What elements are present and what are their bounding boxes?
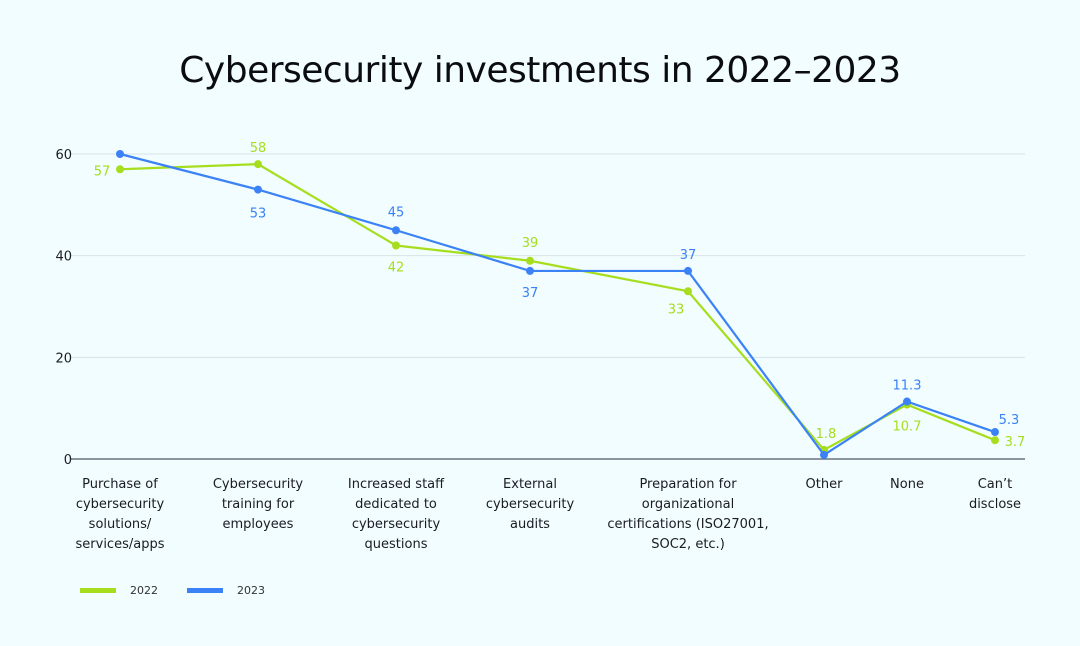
x-tick-label: Other (805, 477, 843, 492)
data-label-2022: 57 (94, 164, 111, 179)
data-label-2022: 10.7 (893, 420, 922, 435)
data-point-2022 (684, 287, 692, 296)
data-point-2023 (684, 266, 692, 275)
x-tick-label: Can’t disclose (968, 477, 1022, 512)
data-label-2023: 53 (250, 207, 267, 222)
data-label-2023: 45 (388, 205, 405, 220)
data-point-2022 (991, 436, 999, 445)
legend-swatch-2023 (187, 588, 223, 593)
y-tick-label: 40 (55, 250, 72, 265)
data-point-2022 (116, 165, 124, 174)
x-tick-label: Preparation for organizational certifica… (607, 477, 769, 552)
data-point-2023 (392, 226, 400, 235)
data-label-2022: 33 (668, 302, 685, 317)
data-label-2022: 1.8 (816, 427, 837, 442)
legend-label: 2023 (237, 584, 265, 597)
chart-title: Cybersecurity investments in 2022–2023 (179, 50, 901, 91)
data-point-2022 (526, 256, 534, 265)
data-point-2023 (526, 266, 534, 275)
x-tick-label: Purchase of cybersecurity solutions/ ser… (75, 477, 165, 552)
x-tick-label: None (890, 477, 924, 492)
y-tick-label: 0 (64, 453, 72, 468)
data-point-2023 (820, 450, 828, 459)
legend-item-2023: 2023 (187, 584, 265, 597)
x-tick-label: Cybersecurity training for employees (212, 477, 304, 532)
y-tick-label: 60 (55, 148, 72, 163)
data-point-2023 (254, 185, 262, 194)
legend-swatch-2022 (80, 588, 116, 593)
series-line-2023 (119, 152, 996, 457)
series-line-2022 (119, 163, 996, 452)
data-label-2022: 42 (388, 261, 405, 276)
data-label-2023: 37 (680, 248, 697, 263)
y-tick-label: 20 (55, 351, 72, 366)
data-point-2022 (254, 160, 262, 169)
x-tick-label: External cybersecurity audits (485, 477, 575, 532)
data-point-2023 (903, 397, 911, 406)
data-label-2023: 5.3 (999, 413, 1020, 428)
data-point-2023 (116, 150, 124, 158)
data-point-2022 (392, 241, 400, 250)
data-point-2023 (991, 428, 999, 437)
data-label-2022: 58 (250, 141, 267, 156)
legend-item-2022: 2022 (80, 584, 158, 597)
legend-label: 2022 (130, 584, 158, 597)
x-tick-label: Increased staff dedicated to cybersecuri… (347, 477, 445, 552)
data-label-2022: 3.7 (1005, 435, 1026, 450)
data-label-2022: 39 (522, 236, 539, 251)
data-label-2023: 11.3 (893, 379, 922, 394)
data-label-2023: 37 (522, 286, 539, 301)
